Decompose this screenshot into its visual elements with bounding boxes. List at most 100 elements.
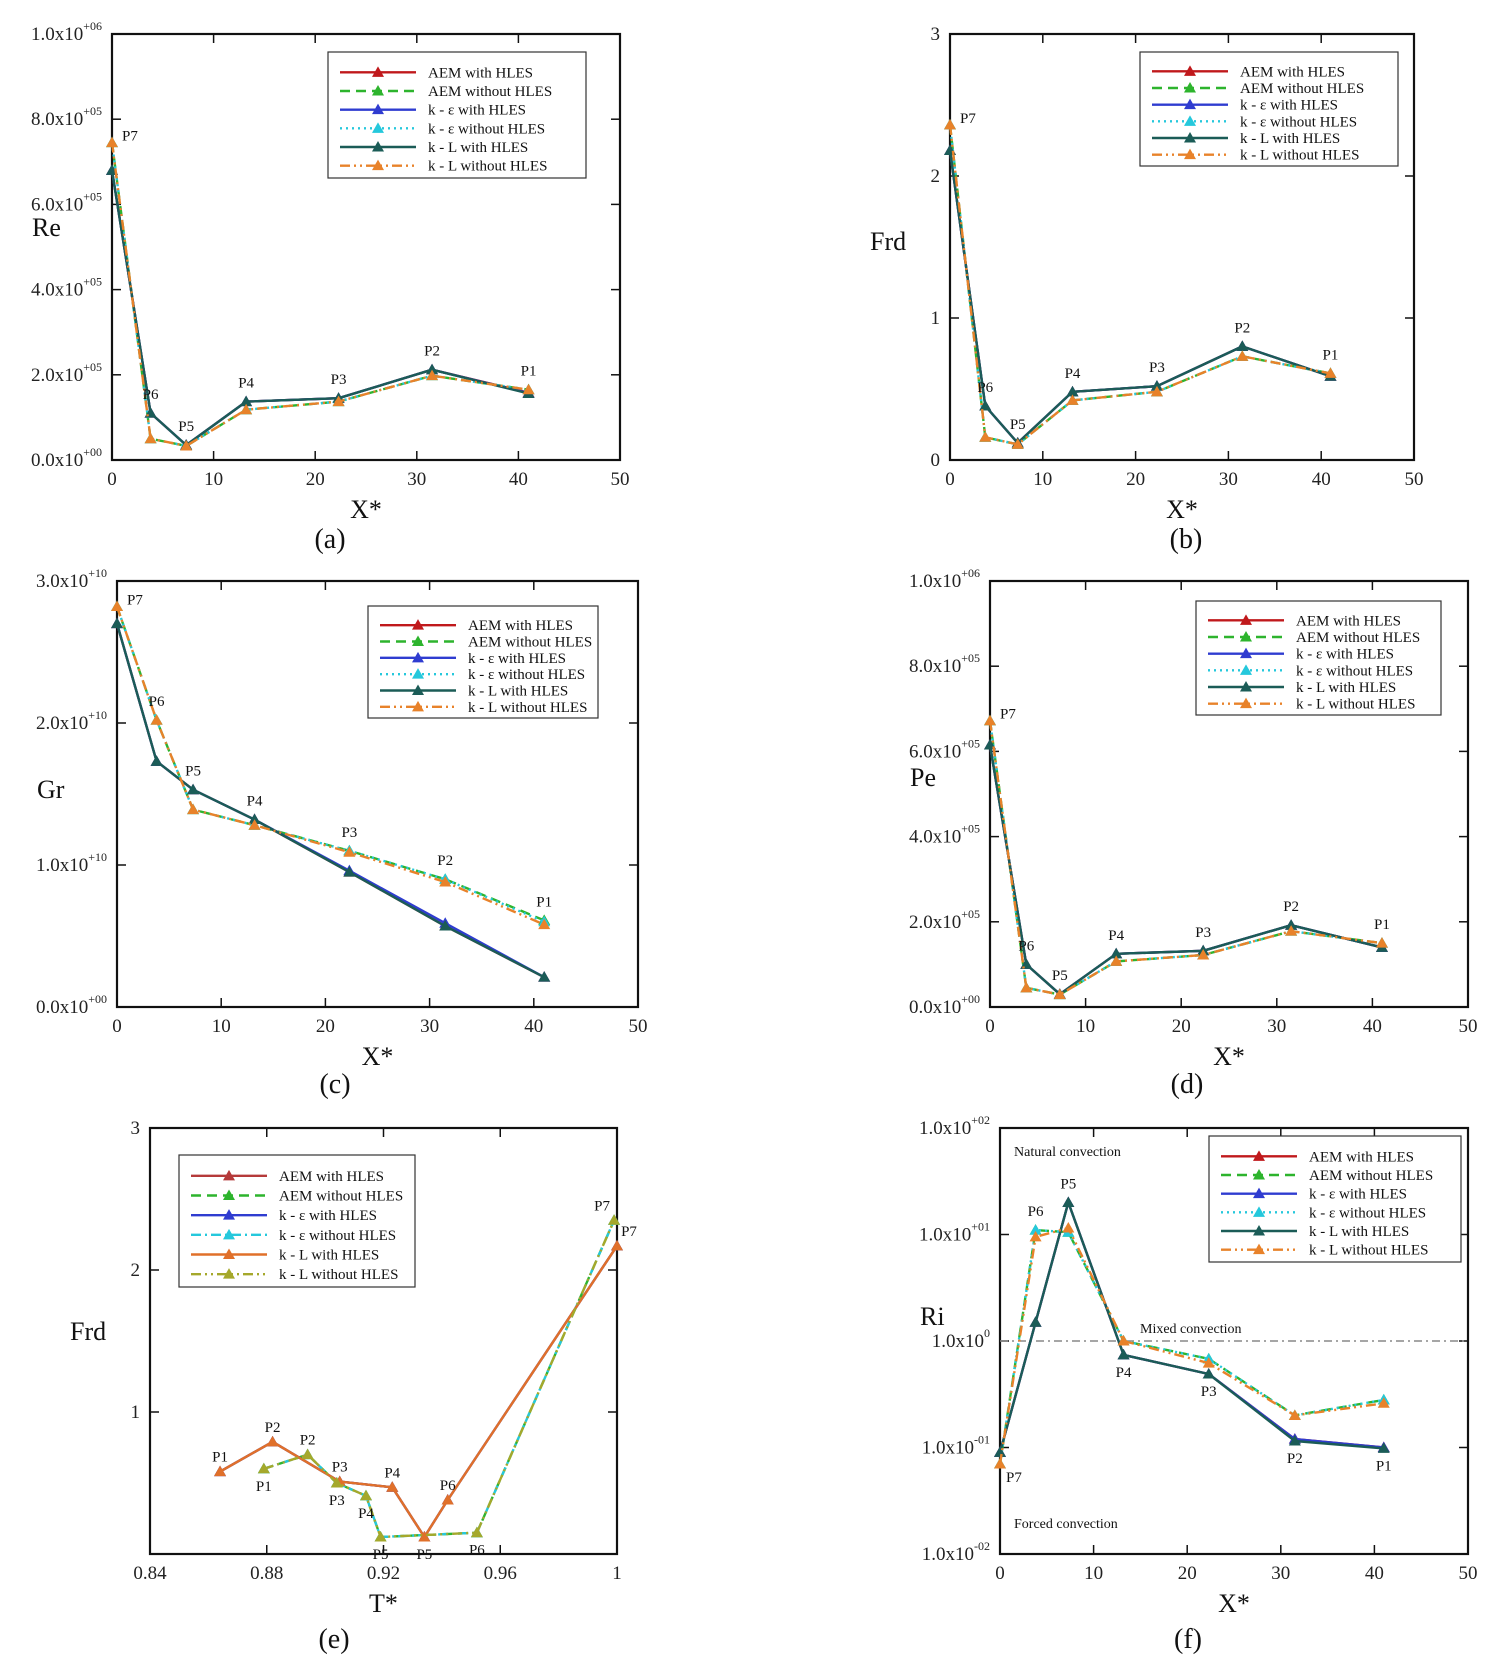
y-tick-label: 8.0x10+05	[909, 651, 980, 677]
point-label: P6	[1018, 938, 1034, 954]
legend-entry: k - ε with HLES	[1240, 98, 1338, 114]
y-tick-label: 2.0x10+10	[36, 708, 107, 734]
y-tick-mantissa: 0.0x10	[36, 997, 88, 1018]
y-tick-label: 1.0x10+06	[31, 19, 102, 45]
y-tick-mantissa: 8.0x10	[31, 109, 83, 130]
point-label: P6	[143, 387, 159, 403]
legend-swatch-marker	[1253, 1243, 1265, 1255]
data-point-marker	[441, 1494, 454, 1505]
data-point-marker	[426, 369, 439, 381]
series-aem-with-hles	[106, 164, 535, 450]
data-point-marker	[470, 1526, 483, 1538]
point-label: P1	[1376, 1458, 1392, 1474]
data-point-marker	[984, 714, 996, 726]
y-tick-mantissa: 1.0x10	[922, 1544, 974, 1565]
series-line	[948, 150, 1331, 445]
x-tick-label: 50	[1405, 469, 1424, 490]
x-tick-label: 0	[985, 1016, 995, 1037]
legend-box	[367, 605, 599, 719]
legend-entry: AEM without HLES	[428, 84, 552, 100]
y-tick-label: 6.0x10+05	[909, 736, 980, 762]
series-line	[948, 150, 1331, 445]
data-point-marker	[359, 1489, 372, 1501]
legend-entry: AEM without HLES	[1296, 630, 1420, 646]
y-axis-label: Frd	[870, 227, 906, 256]
legend-entry: k - ε with HLES	[279, 1208, 377, 1224]
series-k-l-with-hles	[106, 164, 535, 450]
point-label: P2	[1234, 320, 1250, 336]
data-point-marker	[343, 866, 356, 877]
point-label: P5	[178, 419, 194, 435]
data-point-marker	[150, 714, 163, 725]
data-point-marker	[1288, 1435, 1301, 1446]
y-tick-label: 2	[931, 166, 941, 187]
y-tick-exponent: +05	[961, 651, 980, 665]
x-tick-label: 0	[995, 1563, 1005, 1584]
series-k-without-hles	[944, 118, 1337, 449]
chart-panel-e: 0.84 0.88 0.92 0.96 1 1 2 3 T* Frd (e) P1 P2 P3 P4 P5 P6…	[70, 1118, 637, 1655]
y-tick-mantissa: 1.0x10	[932, 1331, 984, 1352]
y-tick-exponent: +00	[83, 445, 102, 459]
x-tick-label: 10	[204, 469, 223, 490]
point-label: P6	[149, 694, 165, 710]
legend-swatch-marker	[1253, 1225, 1265, 1236]
point-label: P5	[185, 764, 201, 780]
y-tick-label: 1.0x100	[932, 1326, 990, 1352]
data-point-marker	[374, 1530, 387, 1542]
data-point-marker	[111, 600, 123, 612]
point-label: P4	[384, 1465, 400, 1481]
x-tick-label: 10	[1033, 469, 1052, 490]
legend-entry: AEM with HLES	[1240, 64, 1345, 80]
legend-entry: k - L with HLES	[468, 684, 568, 700]
series-k-l-with-hles	[994, 1196, 1390, 1457]
x-tick-label: 30	[1267, 1016, 1286, 1037]
series-line	[998, 1228, 1385, 1465]
chart-panel-c: 0 10 20 30 40 500.0x10+001.0x10+102.0x10+103.…	[36, 566, 648, 1100]
y-axis-label: Pe	[910, 763, 936, 792]
point-label: P4	[247, 794, 263, 810]
legend-entry: k - ε without HLES	[1240, 114, 1357, 130]
legend-swatch-marker	[1184, 65, 1196, 76]
data-point-marker	[1029, 1224, 1042, 1235]
y-axis-label: Re	[32, 213, 61, 242]
data-point-marker	[1053, 988, 1066, 1000]
plot-frame	[988, 579, 1470, 1009]
y-tick-mantissa: 3.0x10	[36, 571, 88, 592]
data-point-marker	[1066, 394, 1079, 405]
legend-entry: AEM without HLES	[1309, 1168, 1433, 1184]
y-tick-mantissa: 1.0x10	[919, 1118, 971, 1139]
legend-swatch-marker	[1253, 1206, 1265, 1217]
y-axis-label: Ri	[920, 1302, 945, 1331]
x-tick-label: 20	[316, 1016, 335, 1037]
x-tick-label: 50	[1459, 1016, 1478, 1037]
x-tick-label: 10	[212, 1016, 231, 1037]
x-axis-label: X*	[350, 495, 382, 524]
legend-swatch-marker	[1184, 98, 1196, 110]
y-tick-exponent: +05	[961, 736, 980, 750]
data-point-marker	[150, 755, 163, 766]
point-label: P1	[1374, 917, 1390, 933]
point-label: P1	[212, 1450, 228, 1466]
legend-swatch-marker	[223, 1228, 235, 1240]
x-axis-label: X*	[362, 1042, 394, 1071]
data-point-marker	[439, 876, 452, 887]
data-point-marker	[257, 1462, 270, 1474]
legend-entry: k - L without HLES	[1240, 148, 1359, 164]
y-tick-mantissa: 3	[131, 1118, 141, 1139]
series-line	[948, 124, 1331, 446]
data-point-marker	[1236, 340, 1249, 351]
legend-swatch-marker	[1240, 664, 1252, 675]
series-aem-with-hles	[944, 144, 1337, 448]
point-label: P1	[1323, 347, 1339, 363]
panel-caption: (d)	[1171, 1069, 1204, 1100]
legend-entry: AEM with HLES	[428, 65, 533, 81]
legend-entry: k - L with HLES	[1296, 680, 1396, 696]
legend-entry: k - ε with HLES	[428, 103, 526, 119]
point-label: P3	[329, 1493, 345, 1509]
x-tick-label: 20	[1126, 469, 1145, 490]
y-tick-exponent: +02	[971, 1113, 990, 1127]
legend-entry: k - ε without HLES	[468, 667, 585, 683]
legend-entry: k - L without HLES	[428, 159, 547, 175]
